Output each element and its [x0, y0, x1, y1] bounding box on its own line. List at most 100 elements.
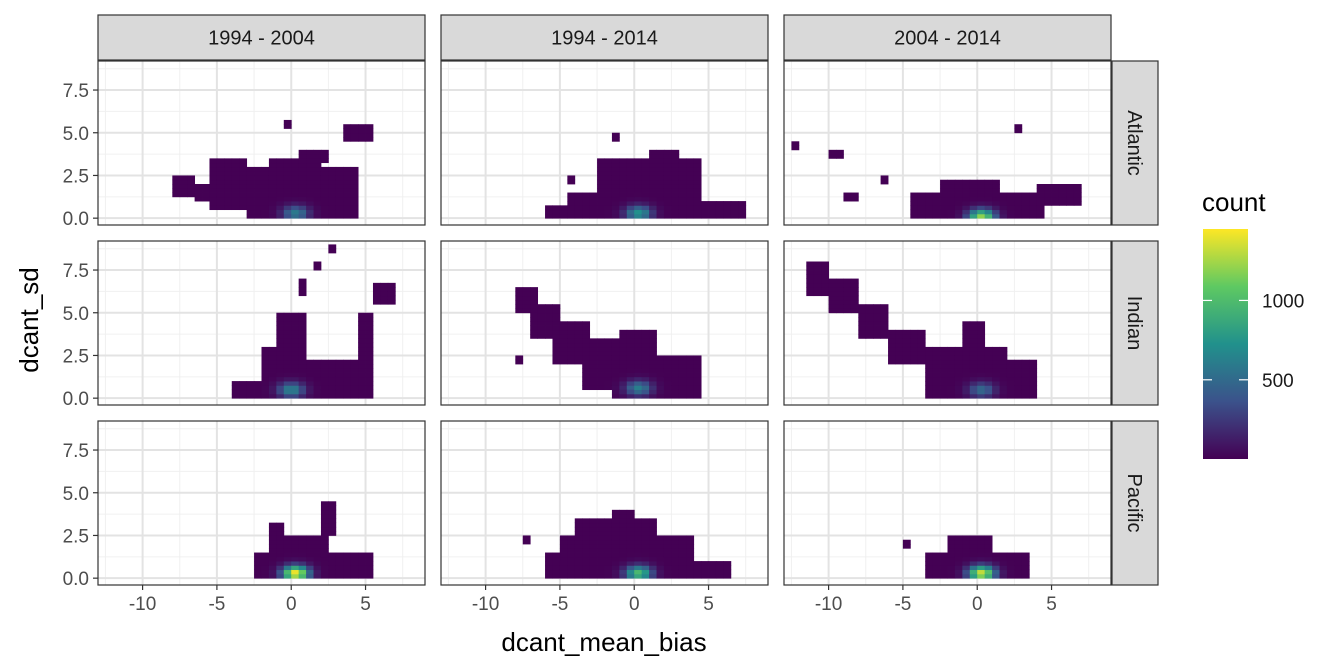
heatmap-bin: [969, 201, 978, 206]
heatmap-bin: [641, 192, 650, 198]
heatmap-bin: [925, 385, 934, 391]
heatmap-bin: [358, 556, 366, 562]
heatmap-bin: [649, 539, 657, 545]
heatmap-bin: [313, 201, 322, 206]
heatmap-bin: [276, 196, 285, 202]
heatmap-bin: [574, 531, 583, 536]
heatmap-bin: [850, 295, 859, 301]
heatmap-bin: [358, 393, 366, 399]
heatmap-bin: [335, 556, 344, 562]
heatmap-bin: [283, 355, 292, 361]
heatmap-bin: [530, 329, 539, 335]
heatmap-bin: [671, 201, 680, 206]
heatmap-bin: [678, 171, 687, 176]
heatmap-bin: [350, 192, 359, 198]
heatmap-bin: [567, 209, 576, 215]
heatmap-bin: [589, 342, 598, 348]
heatmap-bin: [231, 184, 240, 189]
heatmap-bin: [634, 376, 643, 382]
heatmap-bin: [641, 535, 650, 541]
heatmap-bin: [925, 205, 934, 211]
heatmap-bin: [663, 209, 672, 215]
heatmap-bin: [313, 149, 322, 155]
heatmap-bin: [686, 565, 695, 571]
heatmap-bin: [1021, 201, 1030, 206]
heatmap-bin: [932, 565, 941, 571]
heatmap-bin: [582, 364, 591, 369]
heatmap-bin: [932, 213, 941, 219]
heatmap-bin: [291, 359, 300, 365]
heatmap-bin: [671, 561, 680, 566]
heatmap-bin: [962, 355, 971, 361]
x-tick-label: 0: [972, 594, 983, 615]
heatmap-bin: [873, 312, 882, 318]
heatmap-bin: [320, 196, 329, 202]
heatmap-bin: [843, 291, 852, 297]
heatmap-bin: [298, 338, 307, 344]
heatmap-bin: [545, 213, 553, 219]
heatmap-bin: [1014, 569, 1023, 575]
heatmap-bin: [276, 171, 285, 176]
heatmap-bin: [865, 321, 874, 326]
heatmap-bin: [910, 201, 919, 206]
heatmap-bin: [910, 359, 919, 365]
heatmap-bin: [1021, 368, 1030, 373]
heatmap-bin: [626, 158, 635, 164]
heatmap-bin: [626, 334, 635, 339]
heatmap-bin: [962, 381, 971, 386]
heatmap-bin: [574, 196, 583, 202]
heatmap-bin: [671, 364, 680, 369]
heatmap-bin: [559, 355, 568, 361]
heatmap-bin: [343, 132, 352, 138]
heatmap-bin: [999, 389, 1008, 395]
heatmap-bin: [276, 372, 285, 378]
heatmap-bin: [634, 385, 643, 391]
heatmap-bin: [343, 385, 352, 391]
heatmap-bin: [567, 556, 576, 562]
heatmap-bin: [335, 188, 344, 193]
heatmap-bin: [343, 209, 352, 215]
heatmap-bin: [663, 192, 672, 198]
heatmap-bin: [619, 209, 628, 215]
heatmap-bin: [671, 209, 680, 215]
heatmap-bin: [969, 539, 978, 545]
heatmap-bin: [701, 209, 709, 215]
heatmap-bin: [656, 552, 665, 558]
heatmap-bin: [1021, 552, 1030, 558]
heatmap-bin: [268, 389, 277, 395]
heatmap-bin: [306, 368, 314, 373]
heatmap-bin: [298, 179, 307, 185]
heatmap-bin: [693, 561, 702, 566]
heatmap-bin: [224, 166, 233, 172]
heatmap-bin: [992, 364, 1000, 369]
heatmap-bin: [276, 312, 285, 318]
heatmap-bin: [1021, 573, 1030, 579]
heatmap-bin: [977, 364, 986, 369]
heatmap-bin: [656, 192, 665, 198]
heatmap-bin: [1006, 368, 1015, 373]
heatmap-bin: [671, 166, 680, 172]
heatmap-bin: [216, 184, 225, 189]
heatmap-bin: [187, 175, 196, 181]
heatmap-bin: [597, 184, 605, 189]
heatmap-bin: [947, 393, 956, 399]
heatmap-bin: [298, 565, 307, 571]
heatmap-bin: [649, 526, 657, 532]
heatmap-bin: [574, 535, 583, 541]
heatmap-bin: [940, 389, 948, 395]
heatmap-bin: [530, 304, 539, 309]
heatmap-bin: [969, 573, 978, 579]
heatmap-bin: [902, 351, 911, 356]
heatmap-bin: [328, 556, 337, 562]
heatmap-bin: [984, 184, 993, 189]
heatmap-bin: [686, 209, 695, 215]
heatmap-bin: [843, 282, 852, 288]
heatmap-bin: [306, 561, 314, 566]
heatmap-bin: [626, 368, 635, 373]
heatmap-bin: [597, 561, 605, 566]
heatmap-bin: [276, 385, 285, 391]
heatmap-bin: [179, 188, 188, 193]
heatmap-bin: [597, 162, 605, 168]
heatmap-bin: [649, 522, 657, 528]
heatmap-bin: [268, 535, 277, 541]
